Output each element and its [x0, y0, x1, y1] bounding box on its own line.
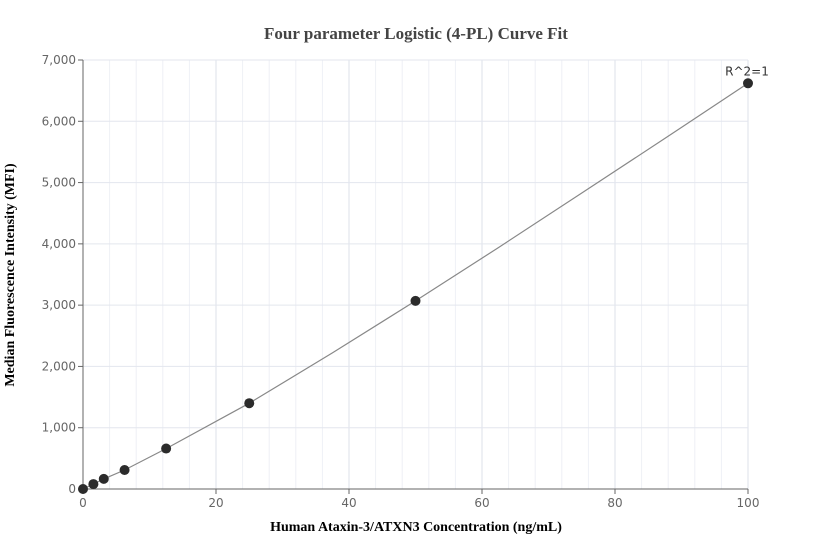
x-tick-label: 60 — [474, 496, 489, 510]
r-squared-annotation: R^2=1 — [725, 64, 769, 78]
data-point — [78, 484, 88, 494]
axes — [82, 60, 748, 490]
data-points — [78, 78, 753, 494]
data-point — [88, 479, 99, 490]
chart-title: Four parameter Logistic (4-PL) Curve Fit — [264, 24, 568, 43]
x-tick-label: 0 — [79, 496, 87, 510]
y-tick-label: 0 — [68, 482, 76, 496]
data-point — [410, 295, 421, 306]
y-tick-label: 6,000 — [42, 114, 76, 128]
data-point — [119, 465, 130, 476]
x-tick-label: 80 — [607, 496, 622, 510]
y-tick-label: 4,000 — [42, 237, 76, 251]
y-tick-label: 1,000 — [42, 421, 76, 435]
x-axis-label: Human Ataxin-3/ATXN3 Concentration (ng/m… — [270, 520, 562, 535]
x-tick-label: 100 — [737, 496, 760, 510]
y-tick-label: 7,000 — [42, 53, 76, 67]
data-point — [743, 78, 753, 89]
data-point — [98, 473, 109, 484]
x-tick-label: 20 — [208, 496, 223, 510]
y-tick-label: 3,000 — [42, 298, 76, 312]
y-tick-label: 5,000 — [42, 176, 76, 190]
x-axis-ticks: 0 20 40 60 80 100 — [79, 489, 759, 510]
y-axis-ticks: 0 1,000 2,000 3,000 4,000 5,000 6,000 7,000 — [42, 53, 83, 496]
grid-lines — [83, 59, 749, 489]
x-tick-label: 40 — [341, 496, 356, 510]
data-point — [161, 443, 172, 454]
y-axis-label: Median Fluorescence Intensity (MFI) — [3, 163, 18, 387]
y-tick-label: 2,000 — [42, 359, 76, 373]
data-point — [244, 398, 255, 409]
